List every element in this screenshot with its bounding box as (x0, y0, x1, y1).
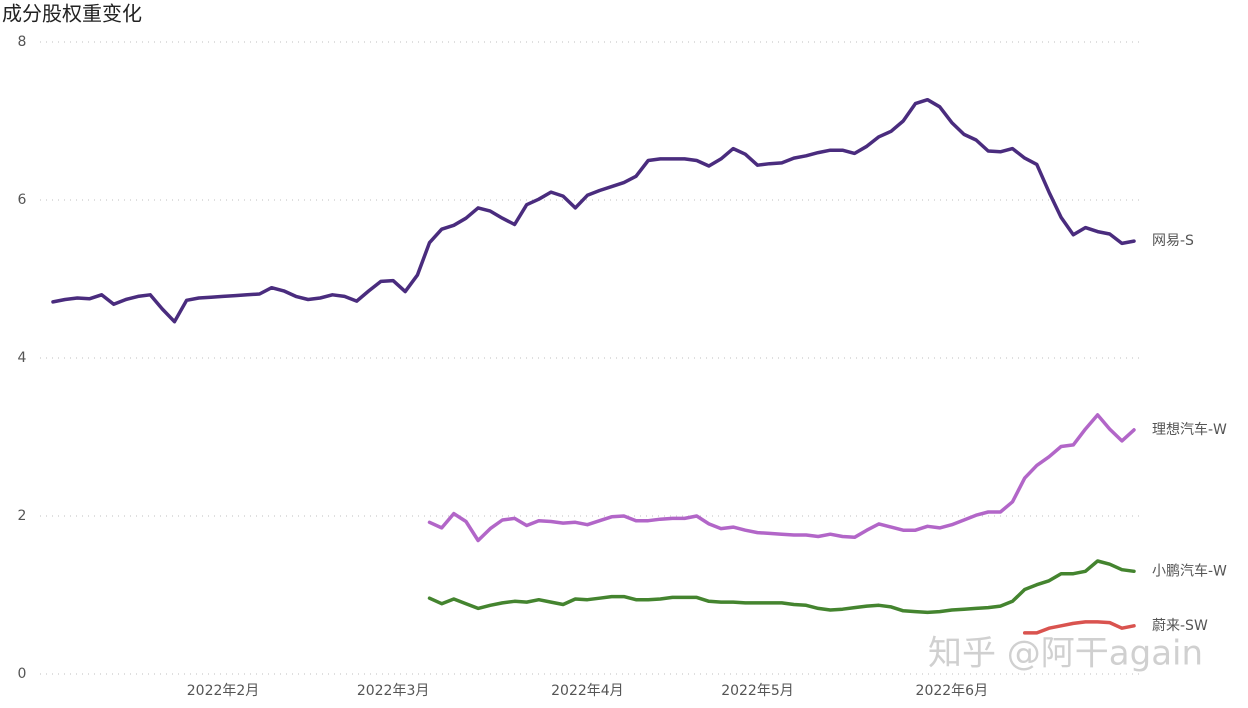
x-tick-label: 2022年5月 (721, 683, 794, 699)
y-tick-label: 8 (18, 34, 27, 50)
series-label: 蔚来-SW (1152, 618, 1208, 634)
watermark: 知乎 @阿干again (928, 634, 1203, 674)
series-line (427, 559, 1136, 615)
x-tick-label: 2022年2月 (187, 683, 260, 699)
series-line (427, 413, 1136, 543)
series-line (1022, 620, 1136, 635)
y-tick-label: 4 (18, 350, 27, 366)
series-label: 理想汽车-W (1152, 421, 1227, 438)
y-tick-label: 6 (18, 192, 27, 208)
x-tick-label: 2022年3月 (357, 683, 430, 699)
series-line (51, 97, 1136, 324)
series-label: 小鹏汽车-W (1152, 562, 1227, 579)
y-tick-label: 0 (18, 666, 27, 682)
x-tick-label: 2022年4月 (551, 683, 624, 699)
x-tick-label: 2022年6月 (916, 683, 989, 699)
chart-title: 成分股权重变化 (2, 2, 142, 26)
series-label: 网易-S (1152, 233, 1194, 249)
y-tick-label: 2 (18, 508, 27, 524)
